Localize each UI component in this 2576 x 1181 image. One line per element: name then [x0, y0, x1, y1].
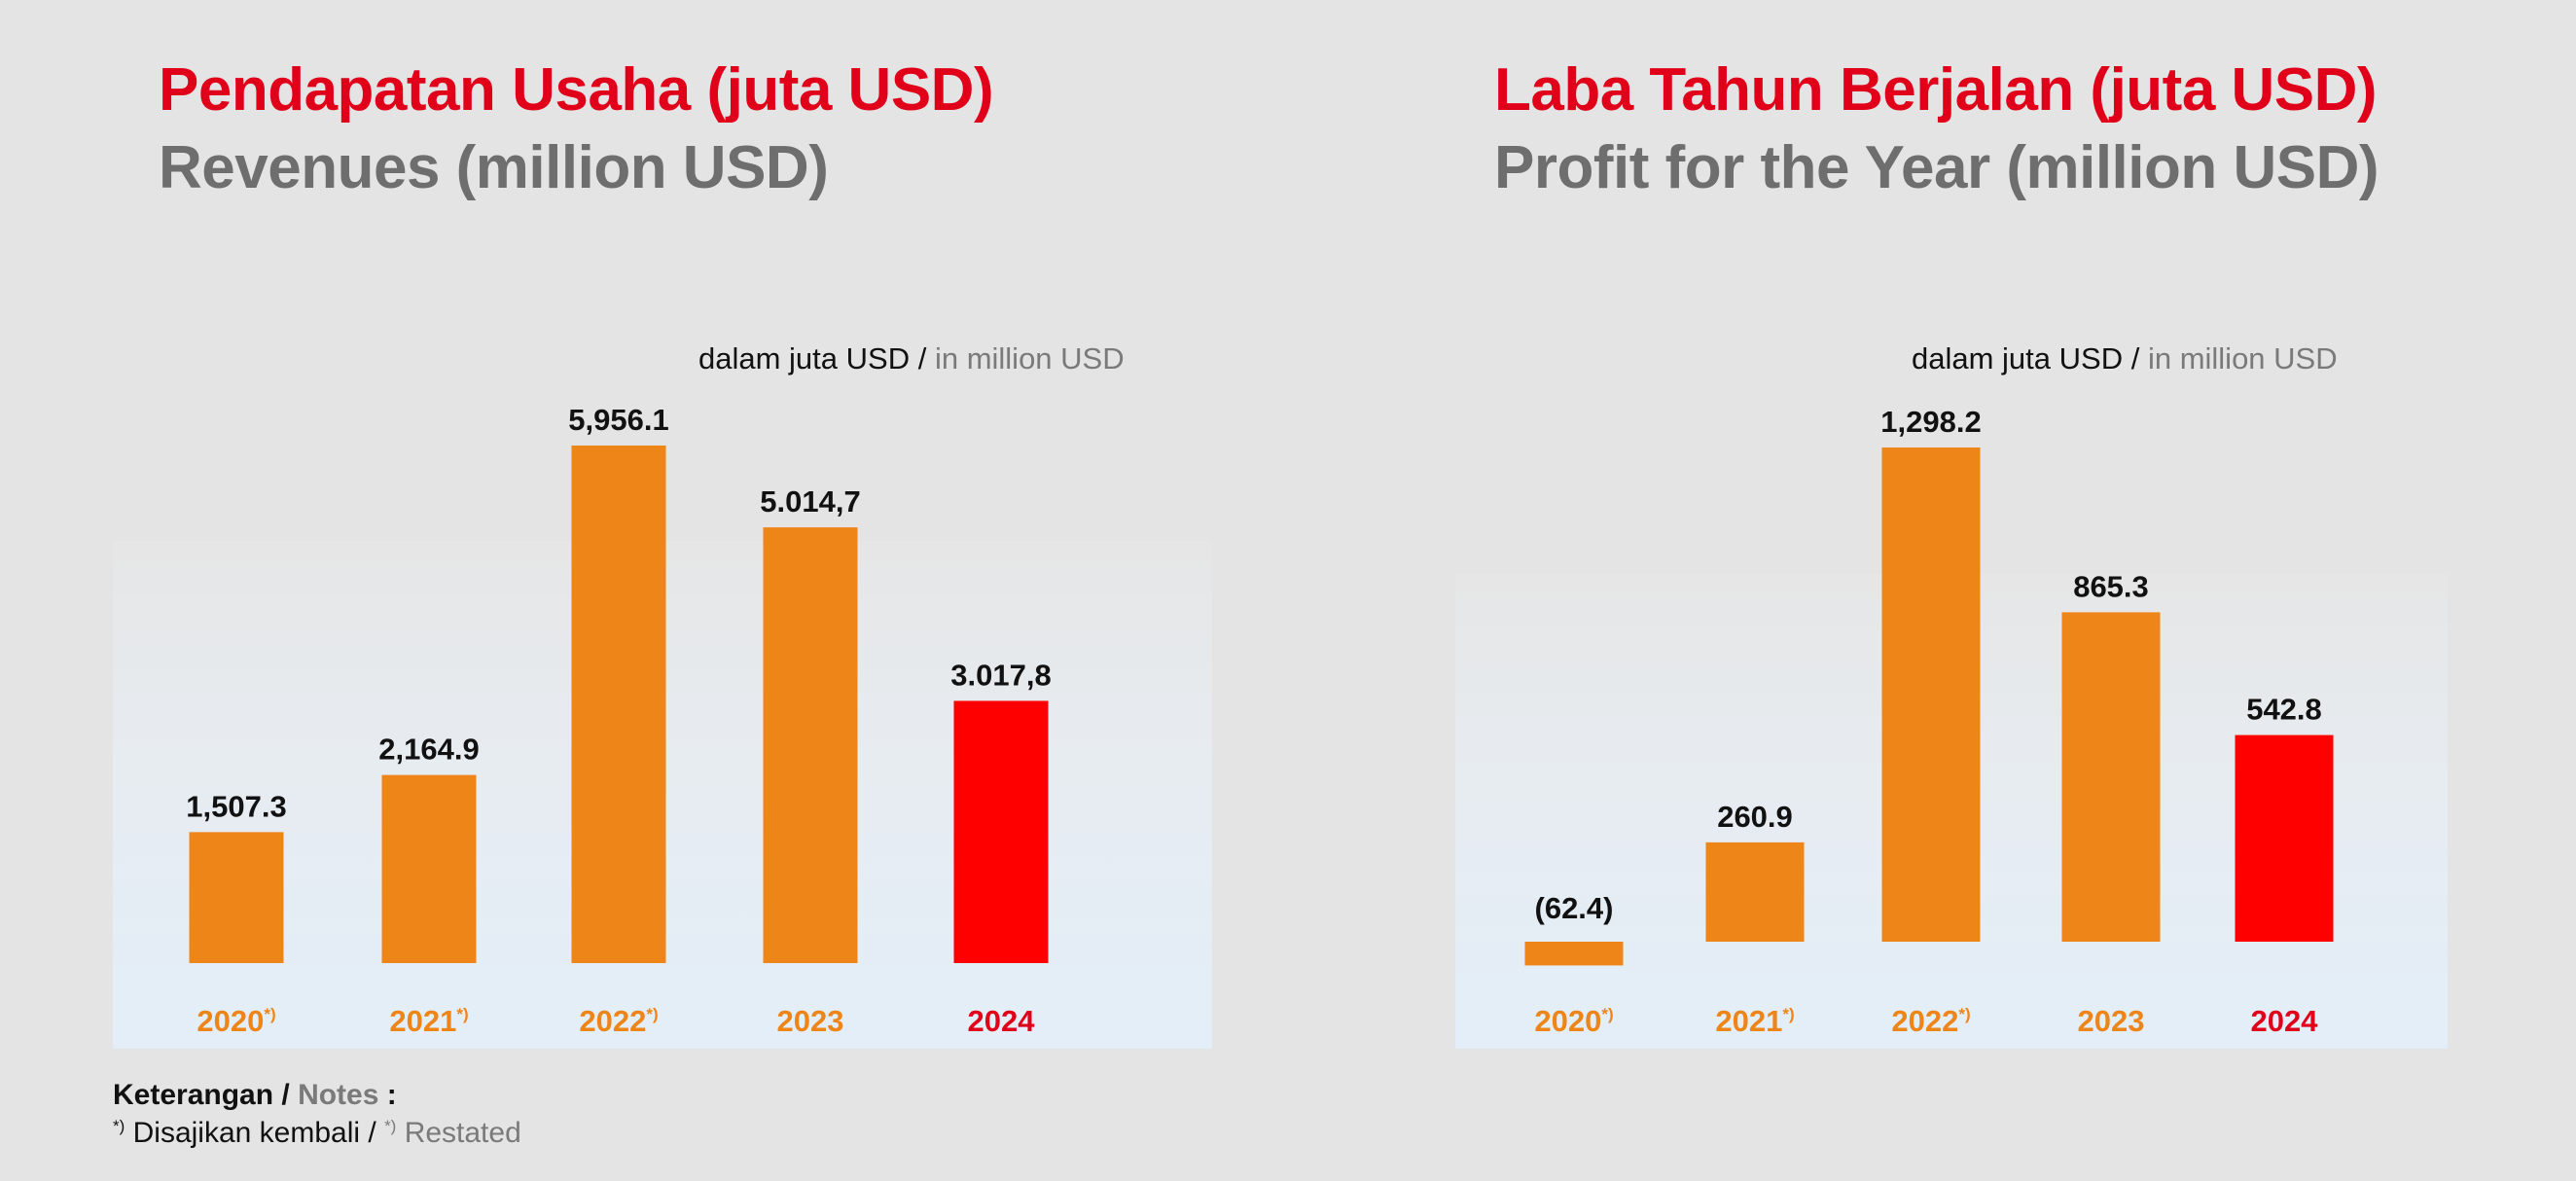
- notes-header-id: Keterangan /: [113, 1079, 290, 1111]
- revenue-category-label-3: 2023: [777, 1004, 844, 1038]
- notes-text-en: Restated: [404, 1117, 521, 1149]
- profit-value-label-1: 260.9: [1717, 800, 1793, 834]
- notes-header: Keterangan / Notes :: [113, 1076, 521, 1114]
- revenue-bar-4: [953, 700, 1049, 963]
- revenue-value-label-3: 5.014,7: [760, 484, 860, 519]
- revenue-unit-en: in million USD: [934, 341, 1125, 376]
- profit-bar-2: [1881, 447, 1981, 942]
- profit-category-label-3: 2023: [2078, 1004, 2145, 1038]
- notes-line: *) Disajikan kembali / *) Restated: [113, 1114, 521, 1152]
- profit-bar-1: [1705, 841, 1805, 942]
- revenue-title-id: Pendapatan Usaha (juta USD): [159, 56, 994, 124]
- notes-mark: *): [113, 1117, 125, 1135]
- profit-category-label-0: 2020*): [1534, 1004, 1613, 1038]
- profit-unit-en: in million USD: [2147, 341, 2338, 376]
- revenue-bar-2: [571, 446, 666, 963]
- profit-value-label-2: 1,298.2: [1880, 405, 1981, 439]
- revenue-category-label-4: 2024: [968, 1004, 1036, 1038]
- profit-value-label-0: (62.4): [1535, 891, 1614, 925]
- notes: Keterangan / Notes : *) Disajikan kembal…: [113, 1076, 521, 1152]
- revenue-title-en: Revenues (million USD): [159, 134, 829, 201]
- notes-text-id: Disajikan kembali /: [132, 1117, 376, 1149]
- profit-bar-0: [1524, 942, 1624, 966]
- revenue-category-label-2: 2022*): [579, 1004, 658, 1038]
- profit-unit-note: dalam juta USD / in million USD: [1912, 341, 2338, 376]
- profit-bar-4: [2235, 734, 2334, 942]
- revenue-bar-0: [189, 832, 284, 963]
- revenue-value-label-1: 2,164.9: [378, 733, 479, 767]
- notes-header-en: Notes: [298, 1079, 379, 1111]
- profit-unit-id: dalam juta USD /: [1912, 341, 2140, 376]
- profit-bar-3: [2061, 612, 2161, 942]
- profit-title-id: Laba Tahun Berjalan (juta USD): [1494, 56, 2378, 124]
- profit-value-label-3: 865.3: [2073, 569, 2149, 603]
- revenue-value-label-4: 3.017,8: [950, 658, 1051, 692]
- revenue-bar-1: [381, 774, 477, 963]
- notes-colon: :: [386, 1079, 397, 1111]
- revenue-bar-3: [763, 527, 858, 963]
- notes-mark-en: *): [384, 1117, 397, 1135]
- revenue-value-label-2: 5,956.1: [568, 403, 668, 437]
- revenue-unit-note: dalam juta USD / in million USD: [698, 341, 1125, 376]
- profit-category-label-2: 2022*): [1891, 1004, 1970, 1038]
- revenue-unit-id: dalam juta USD /: [698, 341, 927, 376]
- profit-value-label-4: 542.8: [2246, 693, 2322, 727]
- profit-category-label-4: 2024: [2251, 1004, 2319, 1038]
- revenue-value-label-0: 1,507.3: [186, 789, 286, 823]
- revenue-category-label-0: 2020*): [197, 1004, 275, 1038]
- profit-category-label-1: 2021*): [1715, 1004, 1794, 1038]
- revenue-category-label-1: 2021*): [389, 1004, 468, 1038]
- profit-title-en: Profit for the Year (million USD): [1494, 134, 2379, 201]
